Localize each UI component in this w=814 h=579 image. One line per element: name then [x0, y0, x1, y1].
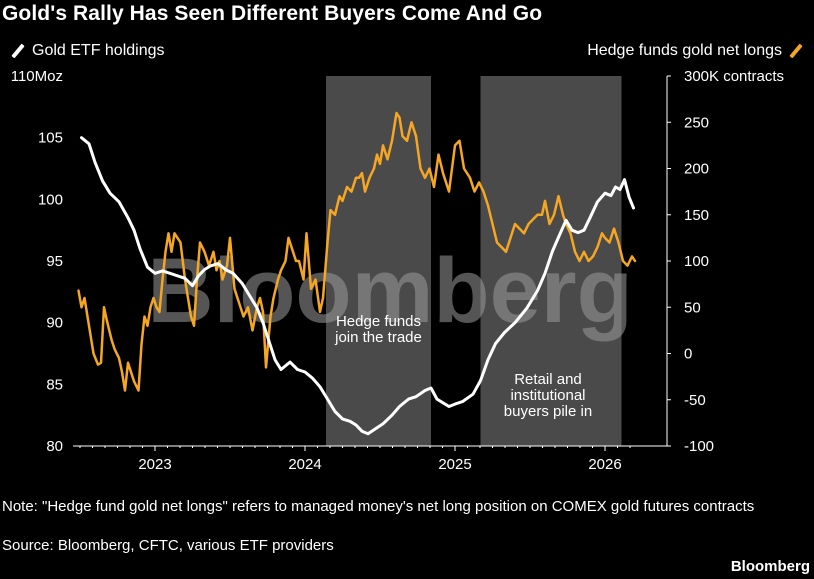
legend-etf: Gold ETF holdings [4, 42, 165, 60]
right-tick-label-8: 300K contracts [684, 68, 784, 85]
series-line-hedge-fund-net-longs [77, 111, 637, 392]
left-tick-label-3: 95 [46, 253, 63, 270]
left-tick-label-0: 80 [46, 438, 63, 455]
left-tick-label-1: 85 [46, 376, 63, 393]
left-tick-label-2: 90 [46, 315, 63, 332]
left-tick-label-4: 100 [38, 191, 63, 208]
legend-hedge: Hedge funds gold net longs [587, 42, 810, 60]
period-label-0-0: Hedge funds [336, 313, 421, 330]
right-tick-label-0: -100 [684, 438, 714, 455]
series-line-etf-holdings [80, 136, 635, 436]
x-tick-label-1: 2024 [288, 456, 321, 473]
chart-note: Note: "Hedge fund gold net longs" refers… [2, 498, 755, 515]
right-tick-label-2: 0 [684, 346, 692, 363]
right-tick-label-1: -50 [684, 392, 706, 409]
period-label-1-0: Retail and [514, 371, 582, 388]
right-tick-label-4: 100 [684, 253, 709, 270]
right-tick-label-5: 150 [684, 207, 709, 224]
legend-etf-label: Gold ETF holdings [32, 42, 165, 59]
period-label-0-1: join the trade [334, 329, 422, 346]
period-label-1-2: buyers pile in [504, 403, 592, 420]
chart-source: Source: Bloomberg, CFTC, various ETF pro… [2, 537, 334, 554]
left-tick-label-5: 105 [38, 130, 63, 147]
x-tick-label-3: 2026 [588, 456, 621, 473]
chart-title: Gold's Rally Has Seen Different Buyers C… [2, 2, 543, 25]
right-tick-label-7: 250 [684, 114, 709, 131]
right-tick-label-6: 200 [684, 161, 709, 178]
x-tick-label-2: 2025 [438, 456, 471, 473]
brand-logo: Bloomberg [730, 558, 810, 575]
period-label-1-1: institutional [510, 387, 585, 404]
legend-hedge-label: Hedge funds gold net longs [587, 42, 782, 59]
shaded-period-1 [480, 76, 622, 446]
x-tick-label-0: 2023 [138, 456, 171, 473]
right-tick-label-3: 50 [684, 299, 701, 316]
shaded-period-0 [326, 76, 431, 446]
left-tick-label-6: 110Moz [11, 68, 63, 85]
